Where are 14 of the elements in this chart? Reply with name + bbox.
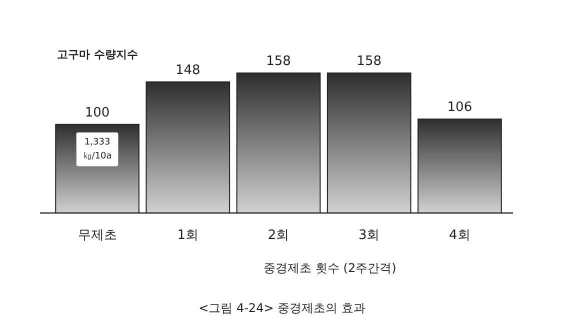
x-tick-label: 2회	[268, 228, 290, 243]
x-tick-label: 3회	[358, 228, 380, 243]
x-tick-label: 4회	[449, 228, 470, 243]
data-label: 158	[356, 54, 382, 69]
x-tick-label: 1회	[177, 228, 199, 243]
data-label: 106	[447, 100, 472, 116]
annotation: 1,333 ㎏/10a	[82, 137, 112, 162]
data-label: 100	[84, 105, 110, 120]
y-axis-title: 고구마 수량지수	[57, 48, 138, 61]
data-label: 158	[266, 54, 291, 69]
data-label: 148	[175, 62, 200, 78]
x-axis-title: 중경제초 횟수 (2주간격)	[264, 261, 396, 275]
x-tick-label: 무제초	[78, 228, 117, 243]
text: <그림 4-24> 중경제초의 효과	[198, 301, 366, 315]
